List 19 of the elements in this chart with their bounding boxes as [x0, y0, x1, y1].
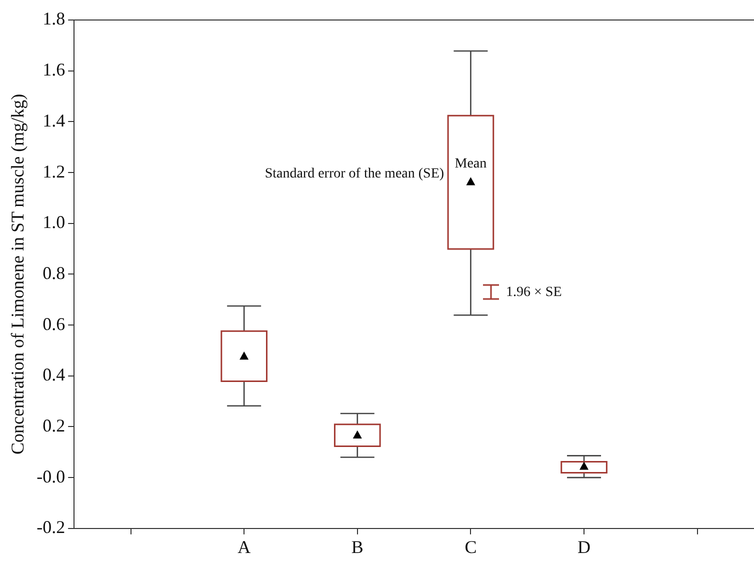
y-tick-label: 0.8	[42, 262, 66, 283]
x-tick-label: A	[238, 536, 251, 557]
y-tick-label: 0.4	[42, 364, 66, 385]
x-tick-label: B	[351, 536, 364, 557]
y-tick-label: 1.6	[42, 60, 66, 80]
y-tick-label: 0.6	[42, 314, 66, 334]
y-tick-label: 1.2	[42, 161, 66, 182]
annotation: Standard error of the mean (SE)	[264, 166, 444, 182]
y-tick-label: 1.0	[42, 212, 66, 232]
y-tick-label: 1.8	[42, 8, 66, 29]
y-tick-label: 0.2	[42, 415, 66, 436]
y-tick-label: -0.2	[36, 517, 66, 538]
y-tick-label: 1.4	[42, 110, 66, 130]
y-tick-label: -0.0	[36, 466, 66, 486]
annotation: 1.96 × SE	[506, 284, 562, 300]
x-tick-label: D	[578, 536, 591, 557]
x-tick-label: C	[464, 536, 477, 557]
y-axis-title: Concentration of Limonene in ST muscle (mg/kg)	[8, 94, 28, 455]
annotation: Mean	[454, 156, 487, 172]
